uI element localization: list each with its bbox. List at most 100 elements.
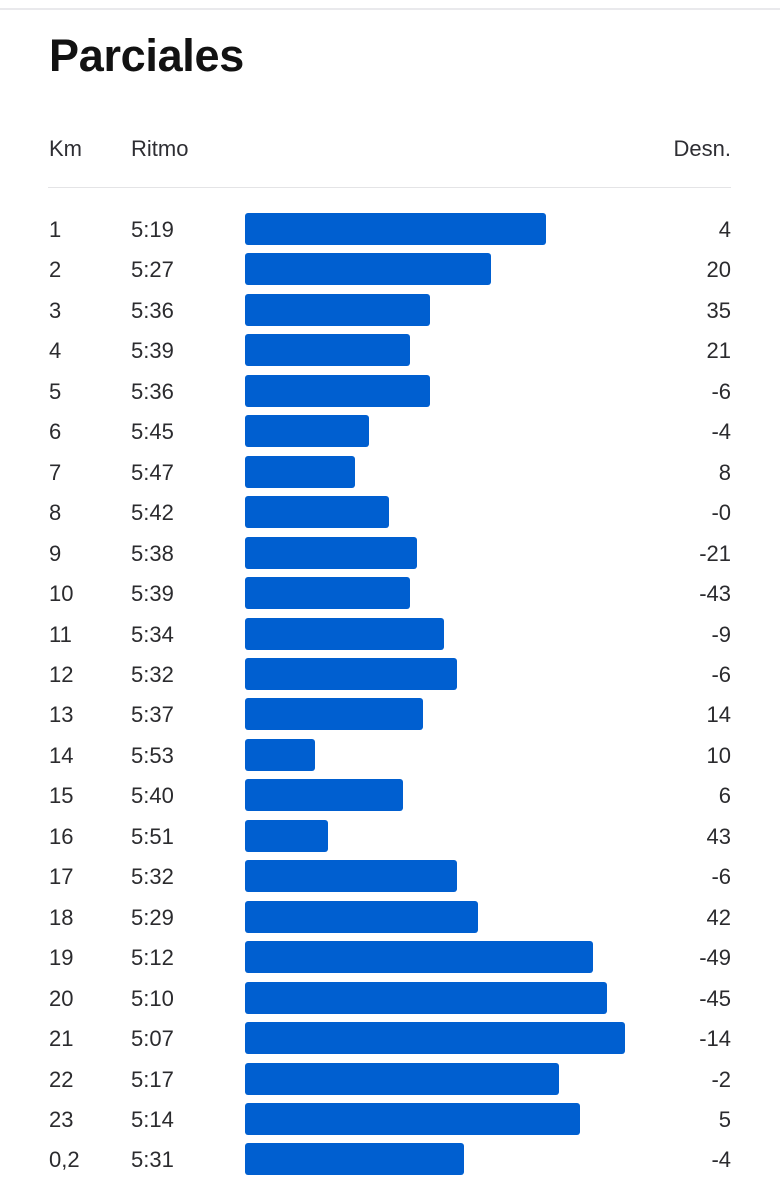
split-km: 21 — [49, 1026, 74, 1051]
split-km: 3 — [49, 297, 62, 323]
split-elevation: -6 — [711, 864, 731, 890]
split-elevation: 14 — [706, 702, 731, 728]
split-km: 11 — [49, 621, 72, 647]
split-pace-bar — [245, 981, 607, 1014]
split-pace: 5:07 — [131, 1026, 174, 1051]
split-elevation: -21 — [699, 540, 731, 566]
split-pace: 5:37 — [131, 702, 174, 728]
split-row: 17 5:32 -6 — [0, 860, 780, 894]
column-header-km: Km — [49, 136, 82, 161]
split-row: 8 5:42 -0 — [0, 496, 780, 530]
split-km: 7 — [49, 459, 62, 485]
split-elevation: -45 — [699, 985, 731, 1011]
split-pace-bar — [245, 1143, 464, 1176]
split-row: 16 5:51 43 — [0, 819, 780, 854]
split-km: 2 — [49, 257, 62, 283]
split-elevation: -14 — [699, 1026, 731, 1051]
split-elevation: -4 — [711, 1147, 731, 1173]
split-row: 0,2 5:31 -4 — [0, 1143, 780, 1177]
split-pace: 5:31 — [131, 1147, 174, 1173]
split-row: 9 5:38 -21 — [0, 536, 780, 571]
split-row: 12 5:32 -6 — [0, 658, 780, 692]
split-row: 11 5:34 -9 — [0, 617, 780, 652]
split-elevation: 35 — [706, 297, 731, 323]
split-row: 14 5:53 10 — [0, 738, 780, 773]
split-pace-bar — [245, 738, 315, 771]
split-km: 22 — [49, 1066, 74, 1092]
split-elevation: -43 — [699, 581, 731, 606]
split-km: 8 — [49, 500, 62, 526]
split-elevation: 4 — [718, 217, 731, 242]
split-elevation: 10 — [706, 742, 731, 768]
split-pace-bar — [245, 617, 444, 650]
split-km: 23 — [49, 1106, 74, 1132]
split-pace: 5:34 — [131, 621, 174, 647]
split-row: 23 5:14 5 — [0, 1102, 780, 1137]
split-pace-bar — [245, 536, 417, 569]
split-pace-bar — [245, 415, 369, 448]
split-row: 18 5:29 42 — [0, 900, 780, 935]
split-elevation: -0 — [711, 500, 731, 526]
split-pace: 5:19 — [131, 217, 174, 242]
split-elevation: 8 — [718, 459, 731, 485]
split-elevation: -6 — [711, 378, 731, 404]
split-elevation: 20 — [706, 257, 731, 283]
split-km: 5 — [49, 378, 62, 404]
split-km: 4 — [49, 338, 62, 364]
split-pace-bar — [245, 455, 355, 488]
split-elevation: 42 — [706, 904, 731, 930]
header-divider — [48, 187, 731, 188]
split-elevation: 21 — [706, 338, 731, 364]
split-pace-bar — [245, 819, 328, 852]
split-km: 6 — [49, 419, 62, 445]
split-pace: 5:14 — [131, 1106, 174, 1132]
column-header-pace: Ritmo — [131, 136, 189, 161]
split-pace: 5:45 — [131, 419, 174, 445]
split-pace: 5:39 — [131, 338, 174, 364]
split-pace-bar — [245, 253, 491, 286]
split-km: 14 — [49, 742, 74, 768]
split-elevation: 6 — [718, 783, 731, 809]
split-km: 17 — [49, 864, 74, 890]
split-pace: 5:17 — [131, 1066, 174, 1092]
split-km: 20 — [49, 985, 74, 1011]
split-elevation: -2 — [711, 1066, 731, 1092]
split-km: 10 — [49, 581, 74, 606]
split-pace: 5:32 — [131, 662, 174, 687]
splits-table-header: Km Ritmo Desn. — [0, 136, 780, 166]
split-pace: 5:39 — [131, 581, 174, 606]
split-row: 4 5:39 21 — [0, 334, 780, 368]
split-row: 22 5:17 -2 — [0, 1062, 780, 1097]
top-divider — [0, 8, 780, 10]
split-row: 21 5:07 -14 — [0, 1022, 780, 1056]
split-row: 13 5:37 14 — [0, 698, 780, 732]
split-row: 10 5:39 -43 — [0, 577, 780, 611]
split-row: 3 5:36 35 — [0, 293, 780, 328]
page-title: Parciales — [49, 30, 244, 81]
split-pace-bar — [245, 374, 430, 407]
split-pace: 5:10 — [131, 985, 174, 1011]
split-pace: 5:27 — [131, 257, 174, 283]
column-header-elevation: Desn. — [673, 136, 731, 161]
split-pace: 5:40 — [131, 783, 174, 809]
split-km: 15 — [49, 783, 74, 809]
split-pace-bar — [245, 900, 478, 933]
split-pace-bar — [245, 658, 457, 690]
split-pace-bar — [245, 941, 593, 974]
split-elevation: -49 — [699, 945, 731, 971]
split-elevation: -9 — [711, 621, 731, 647]
split-pace: 5:36 — [131, 378, 174, 404]
split-km: 18 — [49, 904, 74, 930]
split-row: 20 5:10 -45 — [0, 981, 780, 1016]
split-km: 0,2 — [49, 1147, 80, 1173]
split-pace-bar — [245, 698, 423, 731]
split-pace-bar — [245, 779, 403, 812]
split-row: 1 5:19 4 — [0, 213, 780, 247]
split-km: 16 — [49, 823, 74, 849]
split-km: 12 — [49, 662, 74, 687]
split-pace-bar — [245, 1022, 625, 1054]
split-pace: 5:53 — [131, 742, 174, 768]
split-elevation: 5 — [718, 1106, 731, 1132]
split-row: 5 5:36 -6 — [0, 374, 780, 409]
split-elevation: 43 — [706, 823, 731, 849]
